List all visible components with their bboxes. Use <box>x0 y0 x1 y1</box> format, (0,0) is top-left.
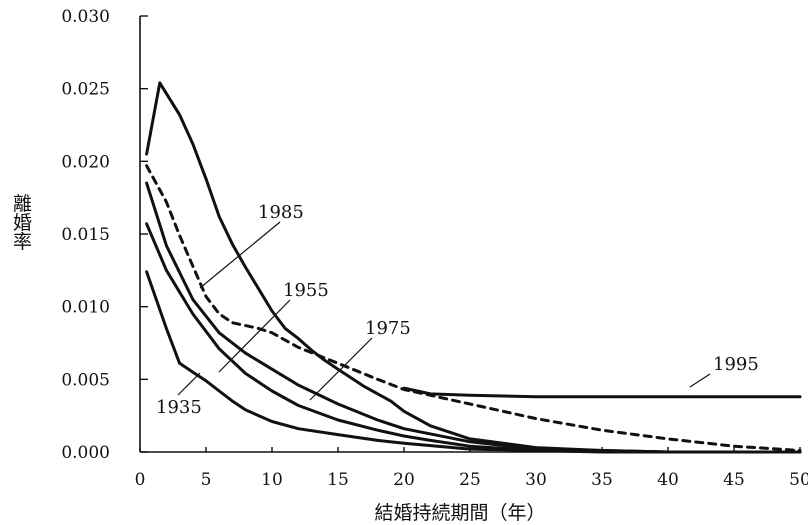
series-line-1975 <box>145 222 802 454</box>
x-tick-label: 50 <box>789 470 808 490</box>
x-tick-label: 35 <box>591 470 613 490</box>
series-line-1995 <box>402 386 802 399</box>
annotation-layer: 1985 1955 1975 1995 1935 <box>156 202 759 418</box>
x-tick-label: 0 <box>135 470 146 490</box>
x-tick-label: 45 <box>723 470 745 490</box>
x-tick-label: 30 <box>525 470 547 490</box>
series-line-1935 <box>145 270 802 454</box>
y-tick-label: 0.025 <box>61 80 110 100</box>
x-tick-label: 10 <box>261 470 283 490</box>
annotation-leader-line <box>309 337 373 401</box>
annotation-leader-line <box>689 373 711 388</box>
y-tick-label: 0.000 <box>61 443 110 463</box>
axes <box>139 16 800 453</box>
annotation-leader-line <box>177 372 201 396</box>
x-tick-label: 5 <box>201 470 212 490</box>
series-line-1995-dashed <box>145 164 802 452</box>
y-tick-label: 0.020 <box>61 152 110 172</box>
series-line-1955 <box>145 181 802 454</box>
annotation-label-1975: 1975 <box>365 318 411 339</box>
y-tick-label: 0.015 <box>61 225 110 245</box>
x-tick-label: 25 <box>459 470 481 490</box>
x-axis-title: 結婚持続期間（年） <box>374 502 545 524</box>
annotation-leader-line <box>218 299 291 373</box>
y-tick-label: 0.030 <box>61 7 110 27</box>
annotation-leader-line <box>199 221 281 289</box>
annotation-label-1935: 1935 <box>156 397 202 418</box>
ticks <box>139 15 801 453</box>
x-tick-label: 15 <box>327 470 349 490</box>
y-tick-label: 0.010 <box>61 298 110 318</box>
x-tick-label: 40 <box>657 470 679 490</box>
y-axis-title: 離婚率 <box>10 193 32 250</box>
series-layer <box>145 81 802 454</box>
y-tick-label: 0.005 <box>61 370 110 390</box>
annotation-label-1985: 1985 <box>258 202 304 223</box>
tick-labels: 0.000 0.005 0.010 0.015 0.020 0.025 0.030 0 5 10 1… <box>61 7 808 490</box>
annotation-label-1995: 1995 <box>713 354 759 375</box>
annotation-label-1955: 1955 <box>283 280 329 301</box>
x-tick-label: 20 <box>393 470 415 490</box>
